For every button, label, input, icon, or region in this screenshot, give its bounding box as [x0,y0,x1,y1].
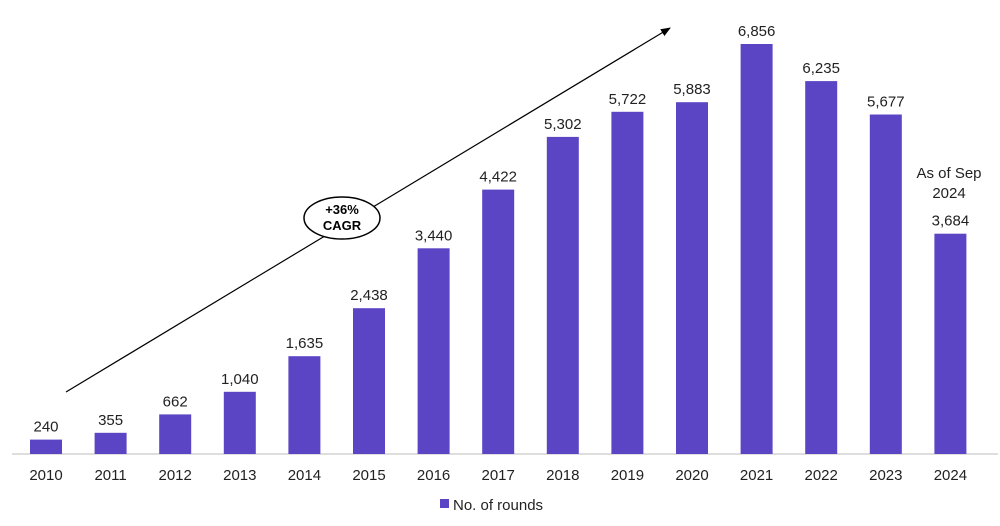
bar-2021 [740,44,773,454]
bar-2024 [934,233,967,454]
bar-2014 [288,356,321,454]
bar-2016 [417,248,450,454]
value-label-2024: 3,684 [932,213,970,230]
cagr-callout: +36% CAGR [303,196,381,240]
last-bar-note-line1: As of Sep [916,165,981,182]
bar-2017 [482,189,515,454]
x-tick-2014: 2014 [288,467,321,484]
legend: No. of rounds [440,497,543,514]
value-label-2021: 6,856 [738,23,776,40]
bar-2010 [30,439,62,454]
value-labels-group: 240 355 662 1,040 1,635 2,438 3,440 4,422 5,302 5… [33,23,969,436]
legend-label: No. of rounds [453,497,543,514]
bar-2015 [353,308,385,454]
bar-2011 [94,432,127,454]
x-tick-2023: 2023 [869,467,902,484]
x-tick-2018: 2018 [546,467,579,484]
value-label-2013: 1,040 [221,371,259,388]
value-label-2012: 662 [163,393,188,410]
value-label-2022: 6,235 [802,60,840,77]
bar-2012 [159,414,192,454]
value-label-2016: 3,440 [415,227,453,244]
x-tick-2010: 2010 [29,467,62,484]
x-tick-labels-group: 2010 2011 2012 2013 2014 2015 2016 2017 2018 2019… [29,467,967,484]
value-label-2014: 1,635 [286,335,324,352]
legend-swatch [440,499,449,508]
cagr-label: CAGR [323,218,362,233]
x-tick-2016: 2016 [417,467,450,484]
bar-2013 [223,391,256,454]
value-label-2020: 5,883 [673,81,711,98]
value-label-2019: 5,722 [609,91,647,108]
cagr-value: +36% [325,202,359,217]
x-tick-2022: 2022 [805,467,838,484]
cagr-ellipse [303,196,381,240]
x-tick-2024: 2024 [934,467,967,484]
x-tick-2012: 2012 [159,467,192,484]
value-label-2018: 5,302 [544,116,582,133]
bar-2022 [805,81,838,454]
x-tick-2020: 2020 [675,467,708,484]
value-label-2011: 355 [98,412,123,429]
value-label-2023: 5,677 [867,94,905,111]
bars-group [30,44,967,455]
x-tick-2019: 2019 [611,467,644,484]
x-tick-2017: 2017 [482,467,515,484]
bar-2019 [611,111,644,455]
x-tick-2013: 2013 [223,467,256,484]
bar-2023 [869,114,902,454]
value-label-2017: 4,422 [479,169,517,186]
bar-2018 [546,136,579,454]
x-tick-2021: 2021 [740,467,773,484]
x-tick-2015: 2015 [352,467,385,484]
last-bar-note-line2: 2024 [932,185,965,202]
bar-2020 [676,102,708,454]
value-label-2010: 240 [33,419,58,436]
x-tick-2011: 2011 [94,467,126,484]
value-label-2015: 2,438 [350,287,388,304]
